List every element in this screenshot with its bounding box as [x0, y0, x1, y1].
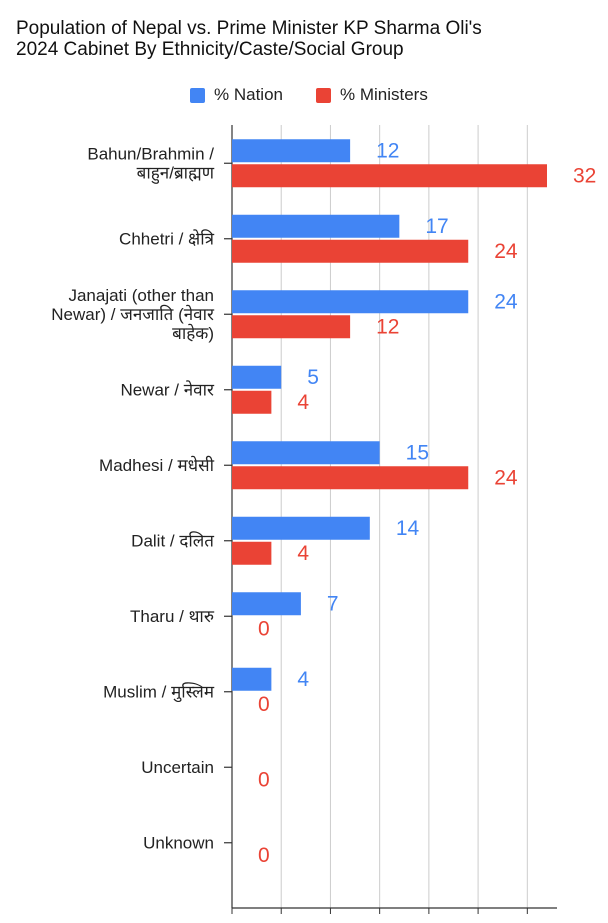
- category-label: Newar) / जनजाति (नेवार: [51, 304, 215, 324]
- category-label: बाहुन/ब्राह्मण: [137, 163, 215, 184]
- data-label: 14: [396, 517, 420, 540]
- data-label: 4: [297, 391, 309, 414]
- data-label: 7: [327, 592, 339, 615]
- chart-title: Population of Nepal vs. Prime Minister K…: [16, 18, 596, 60]
- data-label: 15: [406, 441, 429, 464]
- legend-swatch-nation: [190, 87, 205, 103]
- bar: [232, 390, 272, 414]
- legend-swatch-ministers: [316, 87, 331, 103]
- category-label: Madhesi / मधेसी: [99, 455, 215, 475]
- data-label: 5: [307, 366, 319, 389]
- data-label: 17: [425, 215, 448, 238]
- data-label: 4: [297, 542, 309, 565]
- category-label: बाहेक): [172, 323, 214, 343]
- bar: [232, 466, 469, 490]
- legend-label-ministers: % Ministers: [340, 85, 428, 104]
- chart-title-line-1: Population of Nepal vs. Prime Minister K…: [16, 18, 482, 39]
- bar: [232, 214, 400, 238]
- data-label: 4: [297, 668, 309, 691]
- data-label: 24: [494, 466, 518, 489]
- category-label: Dalit / दलित: [131, 530, 214, 550]
- bar: [232, 315, 351, 339]
- bar: [232, 290, 469, 314]
- data-label: 12: [376, 315, 399, 338]
- legend-item-nation: % Nation: [190, 84, 283, 106]
- bar: [232, 164, 547, 188]
- data-label: 12: [376, 139, 399, 162]
- data-label: 0: [258, 844, 270, 867]
- legend-label-nation: % Nation: [214, 85, 283, 104]
- data-label: 0: [258, 617, 270, 640]
- legend: % Nation % Ministers: [0, 84, 608, 106]
- bar: [232, 239, 469, 263]
- category-label: Chhetri / क्षेत्रि: [119, 228, 215, 248]
- data-label: 0: [258, 768, 270, 791]
- bar: [232, 592, 301, 616]
- data-label: 24: [494, 240, 518, 263]
- chart-title-line-2: 2024 Cabinet By Ethnicity/Caste/Social G…: [16, 39, 404, 60]
- bar: [232, 139, 351, 163]
- data-label: 24: [494, 290, 518, 313]
- category-label: Muslim / मुस्लिम: [103, 681, 215, 702]
- legend-item-ministers: % Ministers: [316, 84, 428, 106]
- category-label: Tharu / थारु: [130, 607, 215, 626]
- bar: [232, 365, 282, 389]
- data-label: 0: [258, 693, 270, 716]
- category-label: Newar / नेवार: [120, 379, 215, 399]
- category-label: Bahun/Brahmin /: [87, 144, 214, 163]
- bar: [232, 516, 370, 540]
- category-label: Janajati (other than: [68, 286, 214, 305]
- bar: [232, 667, 272, 691]
- category-label: Unknown: [143, 833, 214, 852]
- bar: [232, 541, 272, 565]
- bar: [232, 441, 380, 465]
- category-label: Uncertain: [141, 758, 214, 777]
- data-label: 32: [573, 164, 596, 187]
